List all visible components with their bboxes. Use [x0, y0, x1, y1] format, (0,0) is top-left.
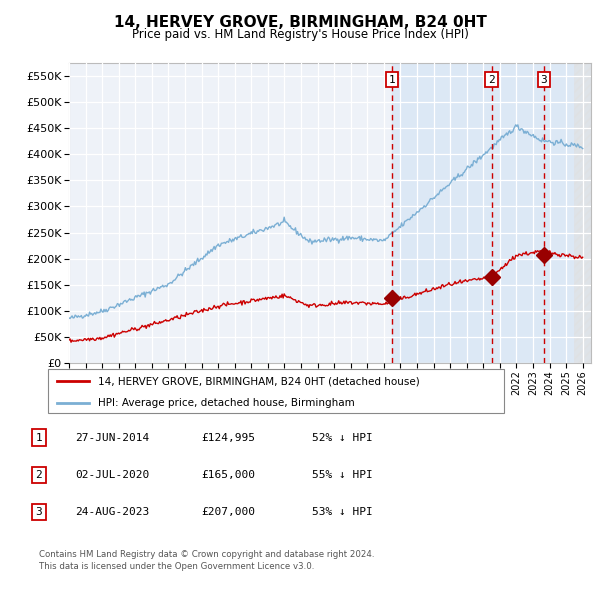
Text: 52% ↓ HPI: 52% ↓ HPI — [312, 433, 373, 442]
Text: 2: 2 — [35, 470, 43, 480]
Text: £124,995: £124,995 — [201, 433, 255, 442]
Text: 1: 1 — [389, 74, 395, 84]
Text: Contains HM Land Registry data © Crown copyright and database right 2024.: Contains HM Land Registry data © Crown c… — [39, 550, 374, 559]
Text: 02-JUL-2020: 02-JUL-2020 — [75, 470, 149, 480]
Text: 2: 2 — [488, 74, 495, 84]
Text: 3: 3 — [541, 74, 547, 84]
Text: 55% ↓ HPI: 55% ↓ HPI — [312, 470, 373, 480]
Text: £165,000: £165,000 — [201, 470, 255, 480]
Text: 24-AUG-2023: 24-AUG-2023 — [75, 507, 149, 517]
Text: £207,000: £207,000 — [201, 507, 255, 517]
Text: 53% ↓ HPI: 53% ↓ HPI — [312, 507, 373, 517]
Bar — [392, 63, 600, 363]
Text: 14, HERVEY GROVE, BIRMINGHAM, B24 0HT (detached house): 14, HERVEY GROVE, BIRMINGHAM, B24 0HT (d… — [98, 376, 420, 386]
Text: 3: 3 — [35, 507, 43, 517]
Bar — [574, 63, 600, 363]
Text: Price paid vs. HM Land Registry's House Price Index (HPI): Price paid vs. HM Land Registry's House … — [131, 28, 469, 41]
Text: 27-JUN-2014: 27-JUN-2014 — [75, 433, 149, 442]
Text: HPI: Average price, detached house, Birmingham: HPI: Average price, detached house, Birm… — [98, 398, 355, 408]
FancyBboxPatch shape — [48, 369, 504, 413]
Text: 14, HERVEY GROVE, BIRMINGHAM, B24 0HT: 14, HERVEY GROVE, BIRMINGHAM, B24 0HT — [113, 15, 487, 30]
Text: 1: 1 — [35, 433, 43, 442]
Text: This data is licensed under the Open Government Licence v3.0.: This data is licensed under the Open Gov… — [39, 562, 314, 571]
